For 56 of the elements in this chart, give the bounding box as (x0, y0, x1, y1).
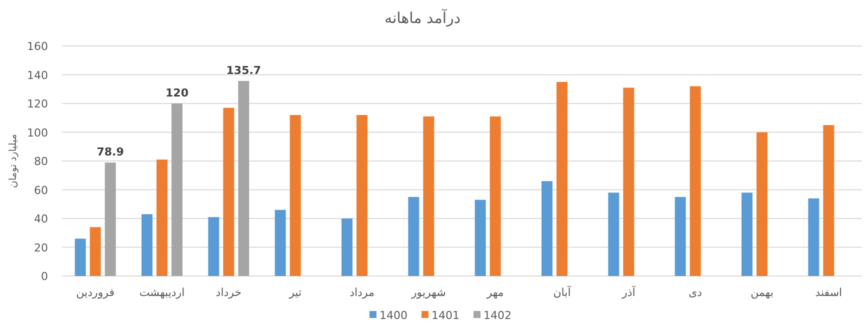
x-tick-label: مهر (486, 286, 504, 299)
x-tick-label: شهریور (410, 286, 446, 299)
bar (742, 192, 752, 276)
y-tick-label: 100 (27, 126, 48, 140)
legend-label: 1401 (432, 309, 460, 322)
y-axis-title: میلیارد تومان (8, 134, 19, 188)
x-tick-label: تیر (288, 286, 302, 299)
data-label: 78.9 (96, 146, 124, 159)
bar (474, 200, 486, 276)
x-tick-label: آذر (621, 285, 636, 299)
y-tick-label: 140 (27, 68, 48, 82)
y-tick-label: 20 (34, 241, 48, 254)
bar (808, 198, 820, 276)
bar (142, 214, 152, 276)
bar (490, 116, 501, 276)
y-tick-label: 60 (34, 184, 48, 197)
data-label: 120 (166, 86, 189, 100)
bar (423, 116, 434, 276)
chart-title: درآمد ماهانه (384, 8, 461, 27)
bar (542, 181, 552, 276)
bar (172, 104, 182, 276)
legend-label: 1402 (484, 309, 512, 322)
bar (290, 115, 301, 276)
y-tick-label: 160 (27, 40, 48, 53)
y-tick-label: 0 (41, 270, 48, 283)
bar (104, 162, 116, 276)
y-tick-label: 40 (34, 212, 48, 226)
x-tick-label: فروردین (76, 286, 114, 299)
bar (356, 115, 368, 276)
legend-label: 1400 (380, 309, 408, 322)
bar (156, 160, 168, 276)
bar (756, 132, 768, 276)
bar (274, 210, 286, 276)
bar (674, 196, 686, 276)
y-tick-label: 80 (34, 155, 48, 168)
bar (90, 227, 101, 276)
bar (223, 108, 234, 276)
bar (74, 238, 86, 276)
bar (623, 88, 634, 276)
bar (342, 218, 352, 276)
bar (238, 80, 250, 276)
bar (208, 217, 220, 276)
x-tick-label: دی (688, 286, 702, 299)
x-tick-label: اردیبهشت (139, 286, 185, 299)
bar (823, 125, 834, 276)
bar (556, 82, 568, 276)
y-tick-label: 120 (27, 98, 48, 110)
bar (408, 196, 420, 276)
data-label: 135.7 (226, 64, 262, 77)
x-tick-label: آبان (553, 285, 572, 299)
bar (608, 192, 620, 276)
x-tick-label: مرداد (350, 286, 375, 299)
x-tick-label: اسفند (815, 286, 842, 299)
bar (690, 86, 701, 276)
x-tick-label: بهمن (750, 286, 774, 299)
x-tick-label: خرداد (216, 286, 242, 299)
